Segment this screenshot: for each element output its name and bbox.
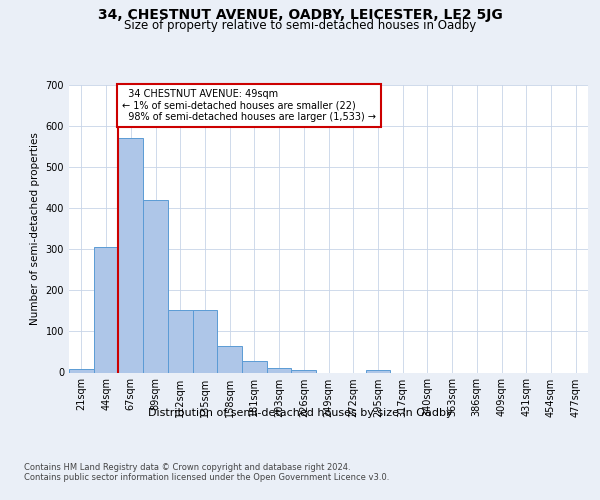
Bar [292,370,316,372]
Text: Contains HM Land Registry data © Crown copyright and database right 2024.: Contains HM Land Registry data © Crown c… [24,462,350,471]
Y-axis label: Number of semi-detached properties: Number of semi-detached properties [30,132,40,325]
Bar [217,346,242,372]
Bar [365,370,390,372]
Bar [118,138,143,372]
Text: Contains public sector information licensed under the Open Government Licence v3: Contains public sector information licen… [24,472,389,482]
Bar [168,310,193,372]
Bar [94,247,118,372]
Bar [69,369,94,372]
Text: 34, CHESTNUT AVENUE, OADBY, LEICESTER, LE2 5JG: 34, CHESTNUT AVENUE, OADBY, LEICESTER, L… [98,8,502,22]
Text: Distribution of semi-detached houses by size in Oadby: Distribution of semi-detached houses by … [148,408,452,418]
Bar [242,362,267,372]
Text: 34 CHESTNUT AVENUE: 49sqm
← 1% of semi-detached houses are smaller (22)
  98% of: 34 CHESTNUT AVENUE: 49sqm ← 1% of semi-d… [122,89,376,122]
Bar [143,200,168,372]
Text: Size of property relative to semi-detached houses in Oadby: Size of property relative to semi-detach… [124,19,476,32]
Bar [267,368,292,372]
Bar [193,310,217,372]
